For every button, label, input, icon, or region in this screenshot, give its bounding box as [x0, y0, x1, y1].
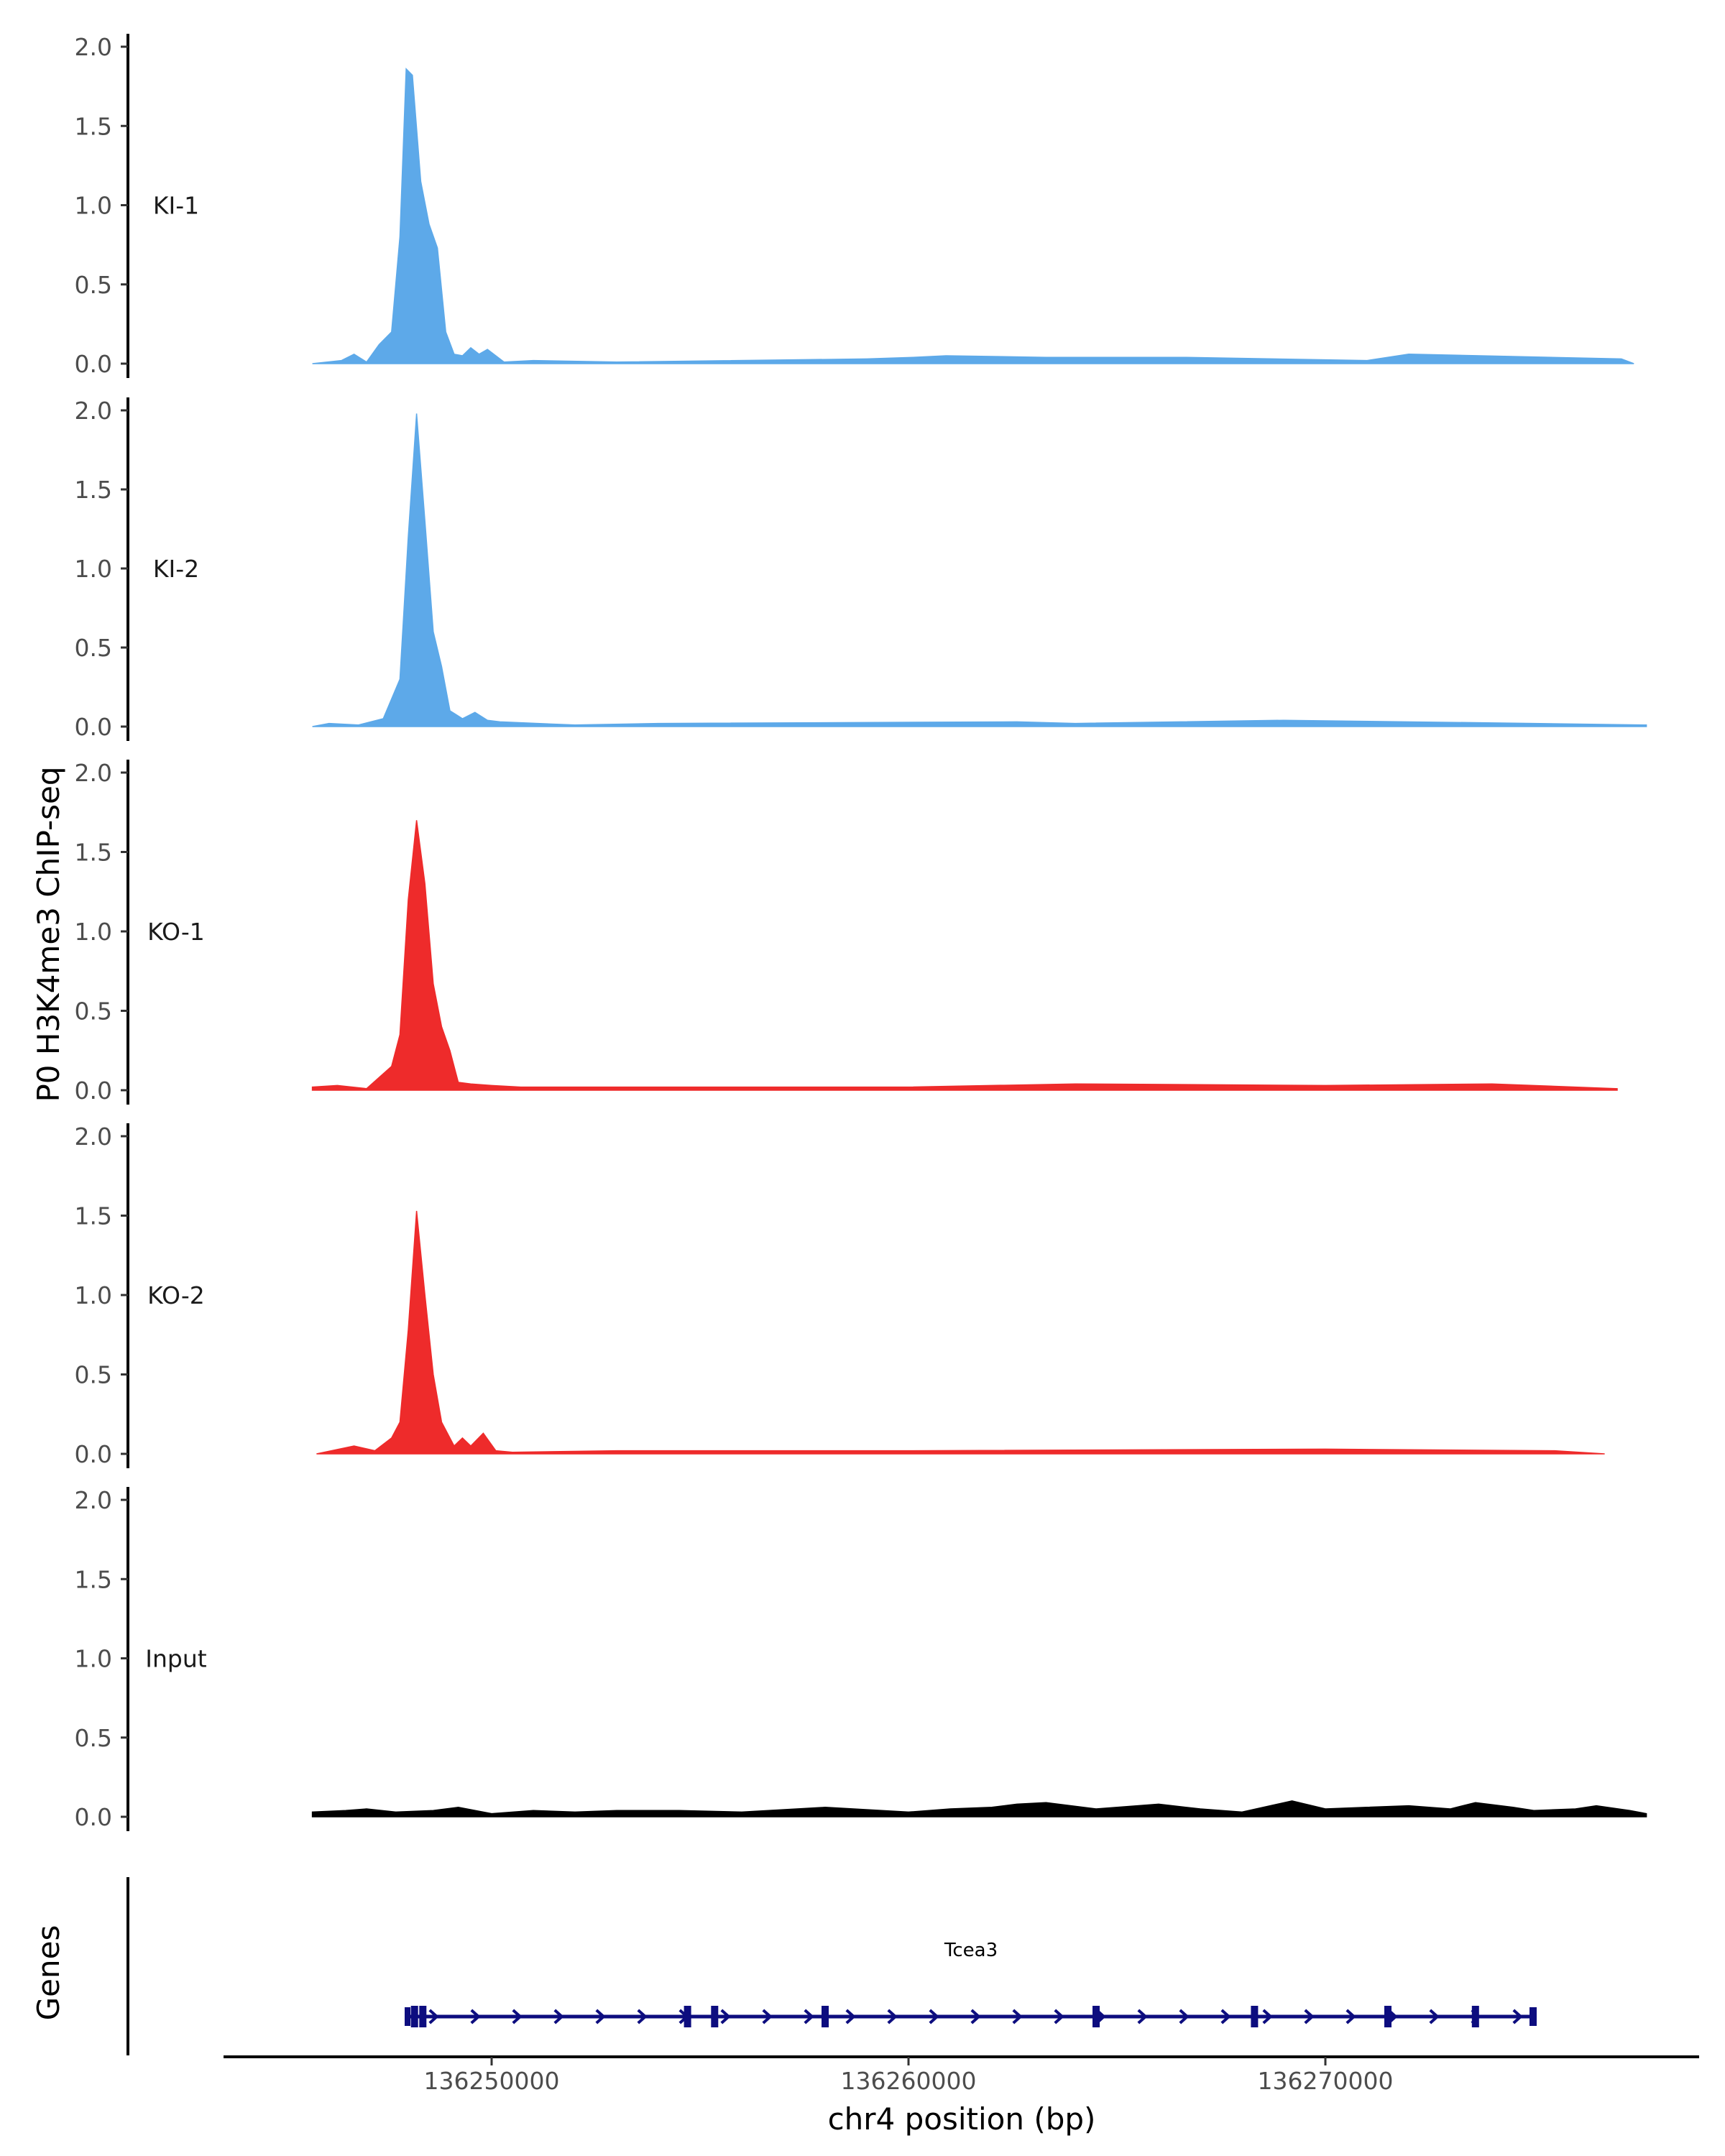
- strand-arrow-icon: [595, 2009, 606, 2024]
- strand-arrow-icon: [1220, 2009, 1231, 2024]
- y-tick-label: 1.0: [75, 1645, 112, 1673]
- y-tick-label: 1.5: [75, 476, 112, 504]
- exon-block: [1251, 2006, 1259, 2027]
- y-tick-label: 0.5: [75, 998, 112, 1026]
- track-ko-1: 0.0 0.5 1.0 1.5 2.0 KO-1: [75, 759, 1618, 1105]
- strand-arrow-icon: [804, 2009, 814, 2024]
- strand-arrow-icon: [1179, 2009, 1190, 2024]
- x-axis-title: chr4 position (bp): [828, 2101, 1096, 2137]
- y-tick-label: 0.0: [75, 1077, 112, 1105]
- sample-label: Input: [145, 1645, 207, 1673]
- y-tick-label: 1.5: [75, 1202, 112, 1230]
- y-tick-label: 1.0: [75, 918, 112, 946]
- strand-arrow-icon: [428, 2009, 439, 2024]
- track-ki-1: 0.0 0.5 1.0 1.5 2.0 KI-1: [75, 33, 1634, 378]
- y-tick-label: 0.5: [75, 271, 112, 299]
- y-tick-label: 0.5: [75, 1724, 112, 1752]
- x-tick-label: 136260000: [841, 2067, 977, 2095]
- strand-arrow-icon: [1262, 2009, 1273, 2024]
- exon-block: [405, 2007, 410, 2026]
- signal-area: [311, 820, 1618, 1091]
- x-axis: 136250000 136260000 136270000: [224, 2055, 1699, 2095]
- strand-arrow-icon: [470, 2009, 481, 2024]
- y-tick-label: 1.0: [75, 555, 112, 583]
- strand-arrow-icon: [1429, 2009, 1440, 2024]
- y-tick-label: 1.0: [75, 192, 112, 220]
- x-tick-label: 136270000: [1258, 2067, 1394, 2095]
- track-ko-2: 0.0 0.5 1.0 1.5 2.0 KO-2: [75, 1123, 1605, 1468]
- strand-arrow-icon: [553, 2009, 564, 2024]
- sample-label: KI-1: [153, 192, 199, 220]
- strand-arrow-icon: [512, 2009, 523, 2024]
- y-tick-label: 1.5: [75, 112, 112, 140]
- signal-area: [312, 68, 1634, 364]
- exon-block: [822, 2006, 829, 2027]
- y-tick-label: 0.0: [75, 1440, 112, 1468]
- exon-block: [410, 2006, 418, 2027]
- strand-arrow-icon: [845, 2009, 856, 2024]
- strand-arrow-icon: [1346, 2009, 1356, 2024]
- y-tick-label: 2.0: [75, 397, 112, 425]
- sample-label: KI-2: [153, 555, 199, 583]
- strand-arrow-icon: [762, 2009, 773, 2024]
- exon-block: [1384, 2006, 1392, 2027]
- y-tick-label: 0.5: [75, 634, 112, 662]
- track-panels: 0.00.51.01.52.0KI-10.00.51.01.52.0KI-20.…: [75, 33, 1647, 1831]
- track-ki-2: 0.0 0.5 1.0 1.5 2.0 KI-2: [75, 397, 1647, 741]
- gene-name-label: Tcea3: [944, 1940, 998, 1961]
- strand-arrow-icon: [637, 2009, 648, 2024]
- y-tick-label: 0.0: [75, 713, 112, 741]
- y-tick-label: 1.5: [75, 839, 112, 867]
- track-input: 0.0 0.5 1.0 1.5 2.0 Input: [75, 1486, 1647, 1831]
- exon-block: [1092, 2006, 1100, 2027]
- signal-area: [316, 1210, 1605, 1455]
- strand-arrow-icon: [929, 2009, 939, 2024]
- y-tick-label: 2.0: [75, 759, 112, 787]
- exon-block: [1471, 2006, 1479, 2027]
- exon-block: [684, 2006, 691, 2027]
- signal-area: [311, 1800, 1647, 1818]
- y-axis-title: P0 H3K4me3 ChIP-seq: [31, 766, 66, 1102]
- y-tick-label: 2.0: [75, 33, 112, 61]
- strand-arrow-icon: [1012, 2009, 1023, 2024]
- y-tick-label: 2.0: [75, 1486, 112, 1514]
- exon-block: [711, 2006, 719, 2027]
- strand-arrow-icon: [970, 2009, 981, 2024]
- y-tick-label: 0.0: [75, 1803, 112, 1831]
- sample-label: KO-1: [147, 918, 205, 946]
- gene-track: Tcea3: [126, 1877, 1537, 2055]
- y-tick-label: 0.5: [75, 1361, 112, 1389]
- strand-arrow-icon: [1137, 2009, 1148, 2024]
- y-tick-label: 1.0: [75, 1281, 112, 1309]
- x-tick-label: 136250000: [424, 2067, 560, 2095]
- exon-block: [1530, 2007, 1537, 2026]
- genes-axis-title: Genes: [31, 1925, 66, 2021]
- strand-arrow-icon: [1304, 2009, 1315, 2024]
- sample-label: KO-2: [147, 1281, 205, 1309]
- strand-arrow-icon: [720, 2009, 731, 2024]
- y-tick-label: 2.0: [75, 1123, 112, 1151]
- signal-area: [312, 413, 1647, 727]
- strand-arrow-icon: [1054, 2009, 1064, 2024]
- y-tick-label: 0.0: [75, 350, 112, 378]
- y-tick-label: 1.5: [75, 1565, 112, 1593]
- exon-block: [419, 2006, 427, 2027]
- strand-arrow-icon: [1512, 2009, 1523, 2024]
- strand-arrow-icon: [887, 2009, 898, 2024]
